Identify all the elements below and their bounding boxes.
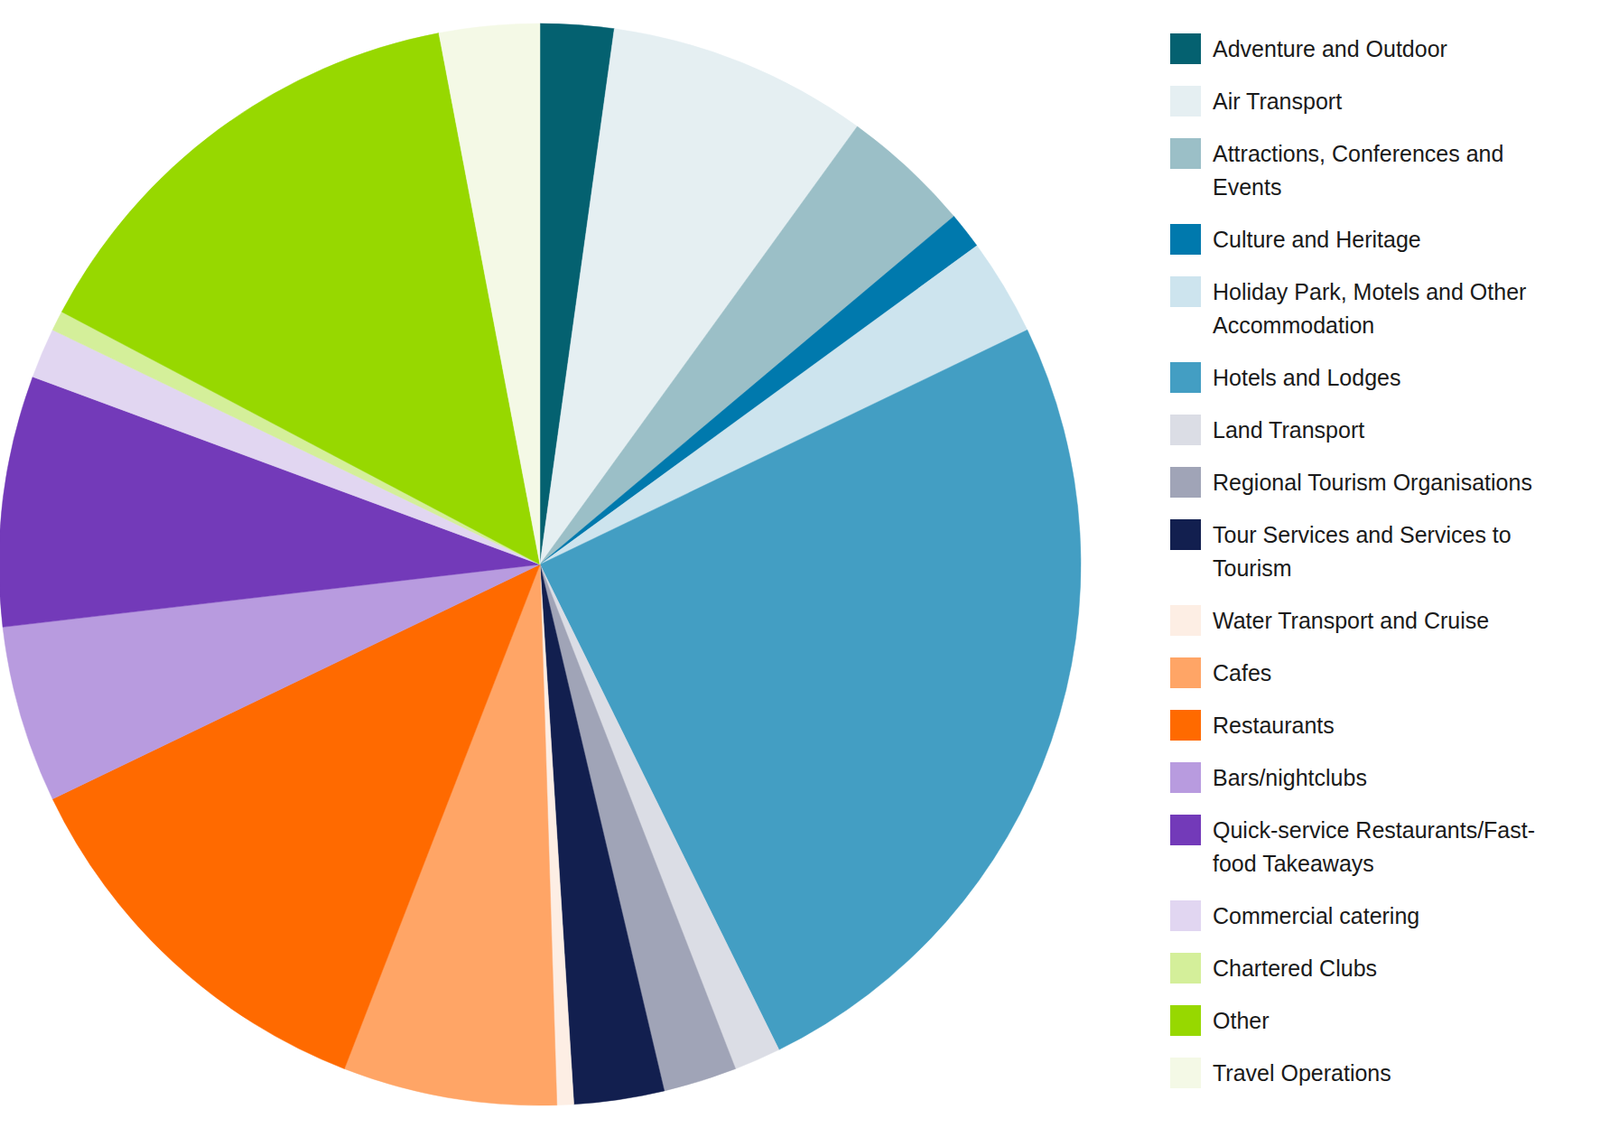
legend-swatch [1170, 814, 1201, 846]
legend-label: Cafes [1212, 660, 1272, 686]
legend-item: Commercial catering [1170, 900, 1420, 931]
legend-item: Regional Tourism Organisations [1170, 466, 1533, 498]
legend-swatch [1170, 85, 1201, 117]
pie-slice [438, 23, 540, 565]
legend-label: Chartered Clubs [1212, 955, 1377, 981]
legend-item: Chartered Clubs [1170, 952, 1377, 984]
chart: Adventure and Outdoor Air Transport Attrac… [0, 0, 1600, 1128]
legend-label: Culture and Heritage [1212, 226, 1422, 252]
legend-label: Restaurants [1212, 712, 1335, 738]
legend-label: Hotels and Lodges [1212, 364, 1401, 391]
legend-label: Air Transport [1212, 88, 1342, 114]
legend: Adventure and Outdoor Air Transport Attrac… [1170, 33, 1535, 1089]
legend-label: Tour Services and Services toTourism [1212, 521, 1512, 581]
legend-item: Other [1170, 1004, 1270, 1036]
legend-item: Cafes [1170, 657, 1272, 689]
legend-item: Quick-service Restaurants/Fast-food Take… [1170, 814, 1535, 876]
legend-item: Tour Services and Services toTourism [1170, 519, 1512, 581]
legend-label: Land Transport [1212, 417, 1365, 443]
legend-item: Adventure and Outdoor [1170, 33, 1448, 65]
pie [0, 23, 1081, 1106]
legend-swatch [1170, 519, 1201, 550]
legend-swatch [1170, 952, 1201, 984]
legend-label: Commercial catering [1212, 902, 1420, 929]
legend-label: Regional Tourism Organisations [1212, 469, 1533, 495]
legend-swatch [1170, 1004, 1201, 1036]
legend-label: Holiday Park, Motels and OtherAccommodat… [1212, 279, 1526, 338]
legend-item: Water Transport and Cruise [1170, 604, 1489, 636]
legend-swatch [1170, 466, 1201, 498]
legend-label: Travel Operations [1212, 1060, 1392, 1086]
legend-label: Adventure and Outdoor [1212, 36, 1448, 62]
legend-item: Bars/nightclubs [1170, 762, 1368, 793]
legend-swatch [1170, 1057, 1201, 1089]
legend-swatch [1170, 657, 1201, 689]
legend-swatch [1170, 138, 1201, 169]
legend-swatch [1170, 276, 1201, 307]
legend-swatch [1170, 223, 1201, 255]
legend-item: Culture and Heritage [1170, 223, 1422, 255]
legend-item: Travel Operations [1170, 1057, 1392, 1089]
legend-swatch [1170, 414, 1201, 446]
legend-item: Attractions, Conferences andEvents [1170, 138, 1504, 200]
legend-label: Attractions, Conferences andEvents [1212, 140, 1504, 200]
legend-label: Water Transport and Cruise [1212, 607, 1489, 633]
legend-label: Bars/nightclubs [1212, 764, 1368, 791]
legend-swatch [1170, 362, 1201, 393]
pie-slice [539, 564, 665, 1105]
legend-label: Quick-service Restaurants/Fast-food Take… [1212, 817, 1535, 876]
legend-item: Holiday Park, Motels and OtherAccommodat… [1170, 276, 1526, 338]
legend-swatch [1170, 900, 1201, 931]
legend-swatch [1170, 604, 1201, 636]
legend-swatch [1170, 762, 1201, 793]
legend-item: Land Transport [1170, 414, 1365, 446]
legend-item: Restaurants [1170, 709, 1335, 741]
legend-swatch [1170, 33, 1201, 65]
legend-item: Air Transport [1170, 85, 1342, 117]
legend-label: Other [1212, 1007, 1270, 1033]
legend-swatch [1170, 709, 1201, 741]
legend-item: Hotels and Lodges [1170, 362, 1401, 393]
